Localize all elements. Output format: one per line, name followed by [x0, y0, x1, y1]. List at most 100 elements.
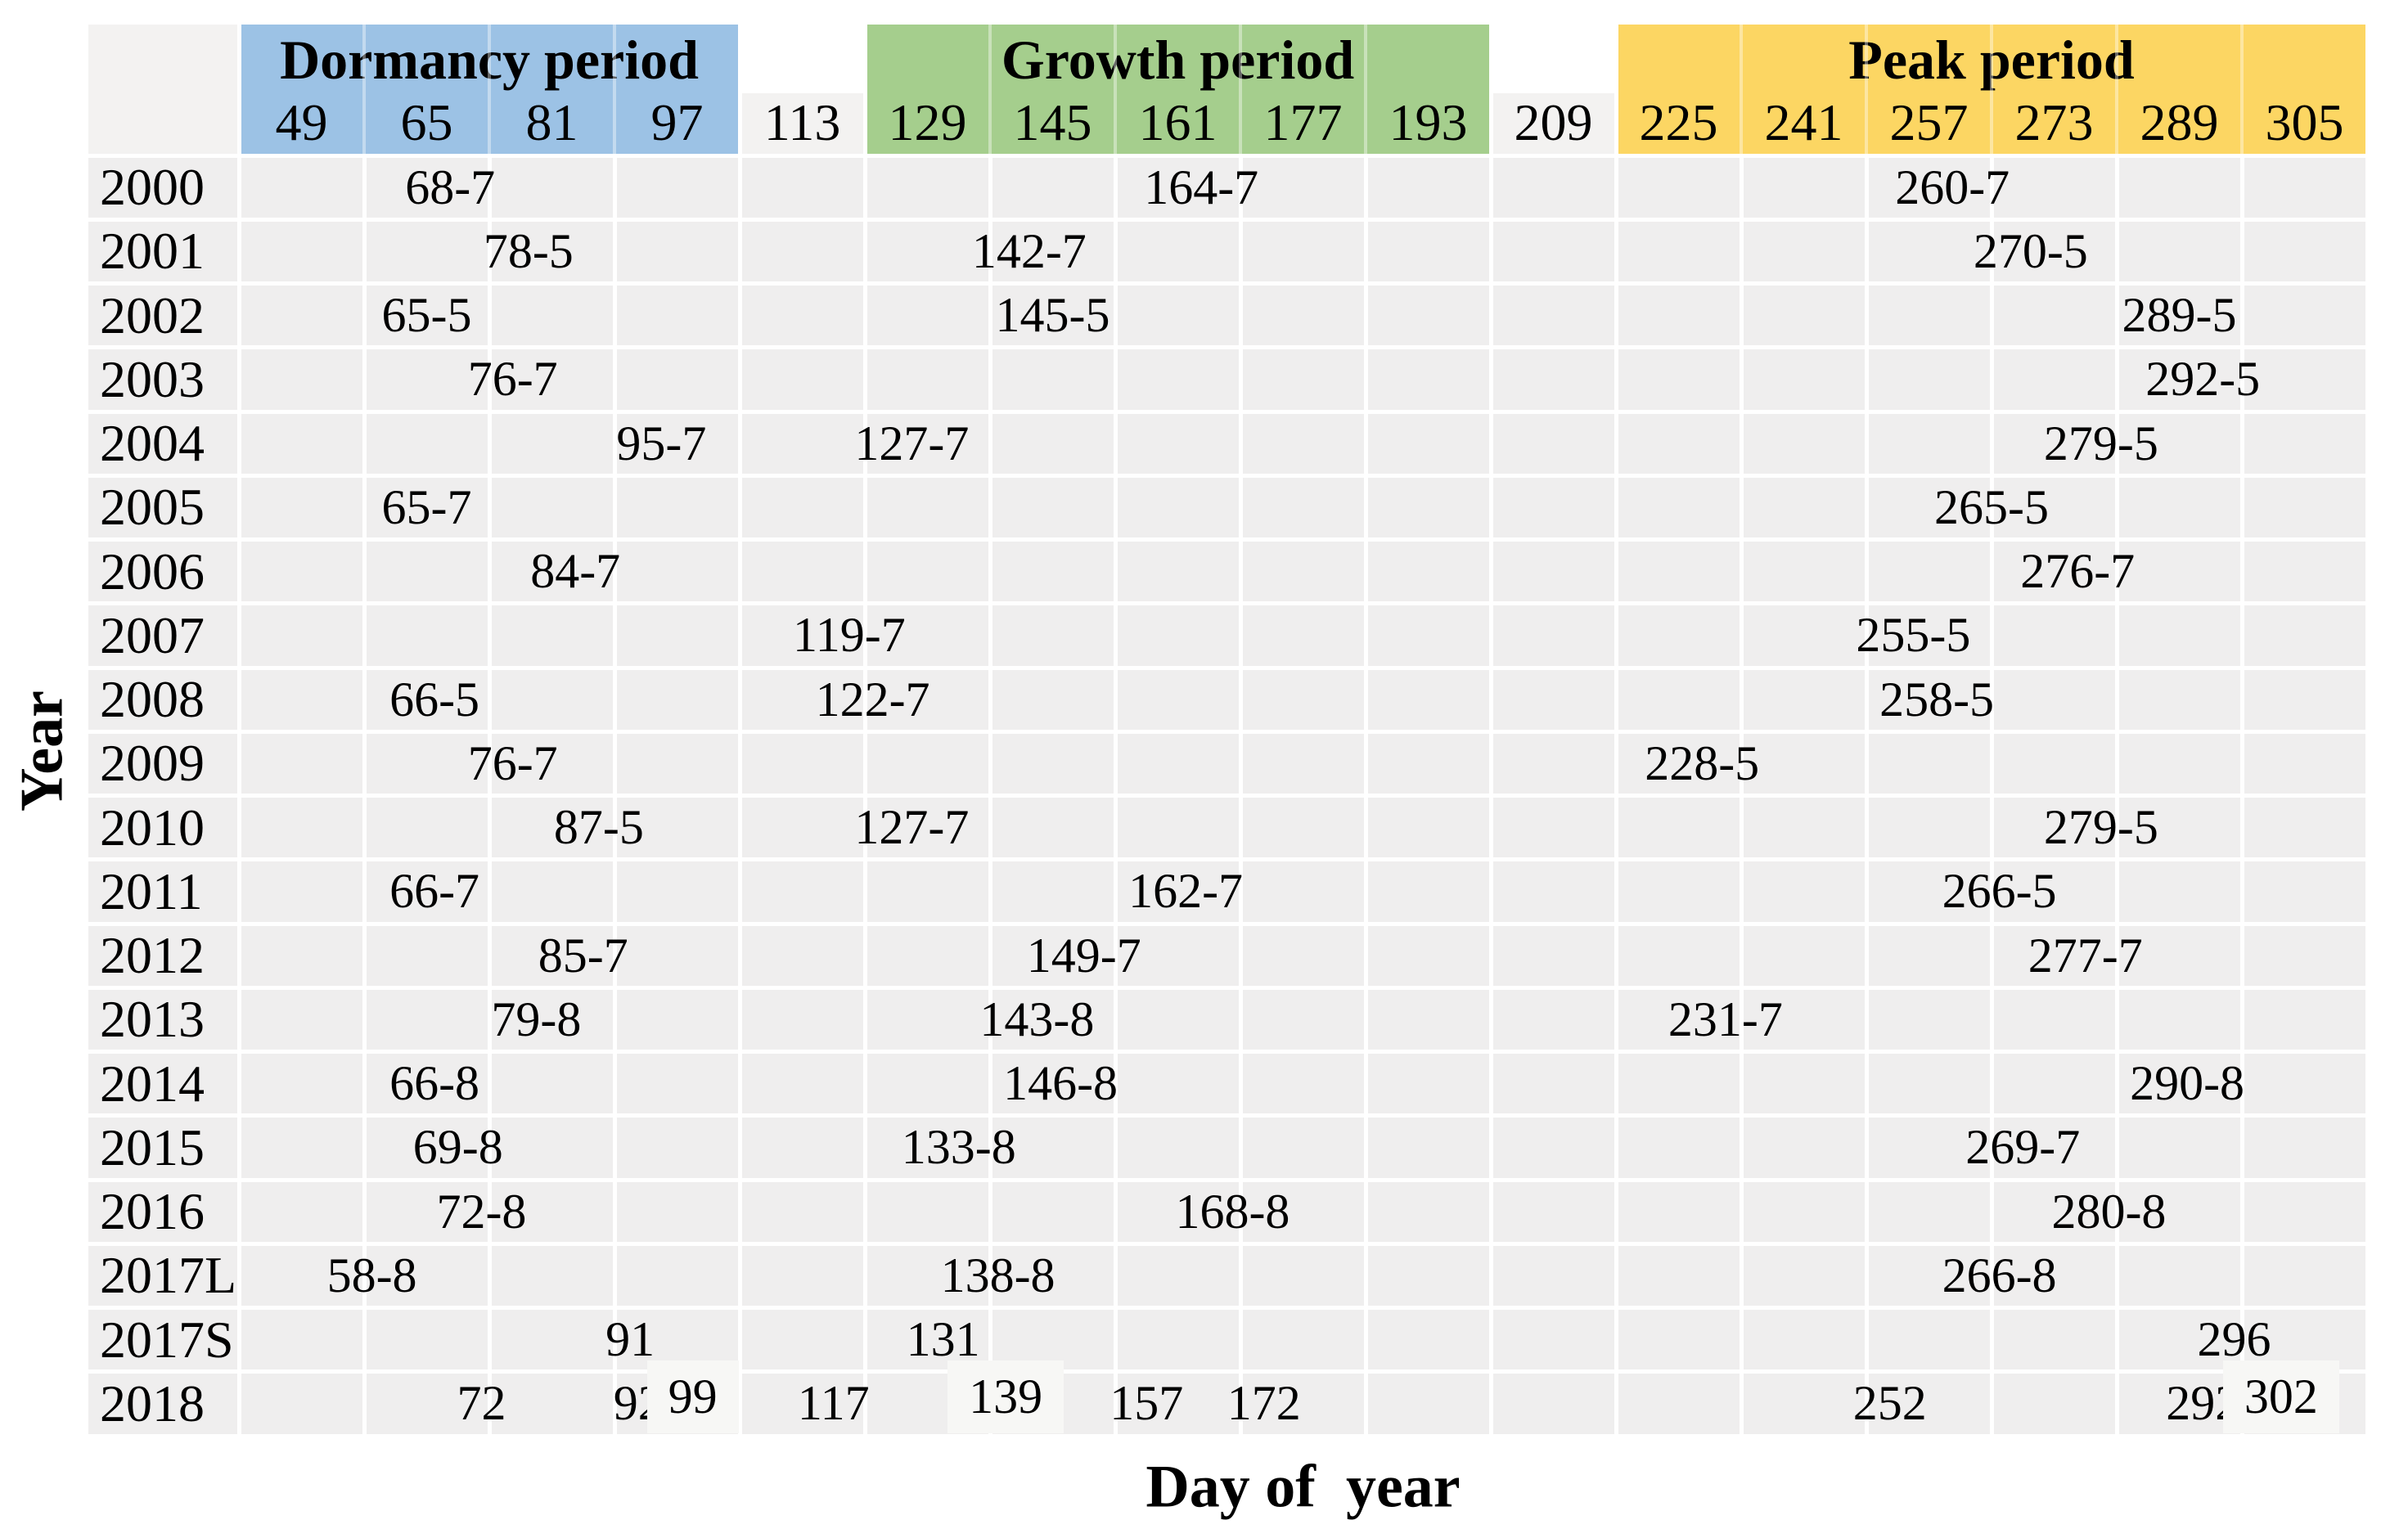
grid-cell: [1367, 542, 1489, 602]
grid-cell: [741, 1181, 863, 1242]
year-label: 2016: [100, 1182, 205, 1241]
grid-cell: [491, 157, 613, 218]
grid-cell: [866, 605, 988, 666]
grid-cell: [1868, 1118, 1990, 1178]
grid-cell: [1492, 1310, 1614, 1370]
grid-cell: [491, 1118, 613, 1178]
grid-cell: [1117, 861, 1239, 922]
grid-cell: [2118, 413, 2240, 474]
grid-cell: [2118, 989, 2240, 1050]
observation-label: 95-7: [616, 416, 707, 470]
year-label: 2011: [100, 861, 203, 920]
observation-label: 99: [646, 1360, 739, 1433]
grid-cell: [616, 1245, 738, 1306]
grid-cell: [2244, 1245, 2365, 1306]
grid-cell: [866, 413, 988, 474]
grid-cell: [1868, 477, 1990, 537]
grid-cell: [1868, 861, 1990, 922]
grid-cell: [1868, 798, 1990, 858]
day-column-header: 177: [1263, 93, 1343, 151]
grid-cell: [366, 1374, 488, 1434]
y-axis-label: Year: [8, 690, 76, 812]
grid-cell: [1367, 1310, 1489, 1370]
grid-cell: [616, 798, 738, 858]
grid-cell: [1117, 413, 1239, 474]
year-label-cell: 2016: [88, 1181, 237, 1242]
grid-cell: [1743, 989, 1865, 1050]
row-observations: 79-8 143-8 231-7: [239, 990, 2367, 1050]
grid-cell: [1117, 349, 1239, 410]
grid-cell: [1492, 1374, 1614, 1434]
grid-cell: [241, 349, 362, 410]
year-label-cell: 2018: [88, 1374, 237, 1434]
period-band-label: Peak period: [1848, 29, 2135, 91]
period-band-column-separator: [1865, 25, 1868, 154]
day-column-header: 81: [525, 93, 578, 151]
grid-cell: [491, 989, 613, 1050]
grid-cell: [1743, 542, 1865, 602]
grid-cell: [1993, 1054, 2115, 1114]
grid-cell: [1993, 798, 2115, 858]
row-observations: 87-5 127-7 279-5: [239, 798, 2367, 857]
grid-cell: [616, 733, 738, 794]
year-label-cell: 2010: [88, 798, 237, 858]
row-observations: 66-5 122-7 258-5: [239, 670, 2367, 730]
day-column-header: 289: [2140, 93, 2219, 151]
grid-cell: [2118, 1374, 2240, 1434]
day-column-header: 161: [1138, 93, 1218, 151]
observation-label: 231-7: [1668, 992, 1783, 1046]
period-band-label: Dormancy period: [280, 29, 699, 91]
observation-label: 146-8: [1003, 1056, 1118, 1111]
row-observations: 65-7 265-5: [239, 478, 2367, 537]
grid-cell: [1993, 221, 2115, 281]
period-band-column-separator: [362, 25, 366, 154]
grid-cell: [1618, 605, 1740, 666]
grid-cell: [2118, 1054, 2240, 1114]
grid-cell: [1492, 669, 1614, 730]
grid-cell: [1242, 798, 1364, 858]
grid-cell: [1117, 1118, 1239, 1178]
grid-cell: [616, 157, 738, 218]
observation-label: 142-7: [971, 223, 1087, 278]
grid-cell: [241, 1181, 362, 1242]
grid-cell: [1618, 861, 1740, 922]
observation-label: 65-5: [381, 288, 472, 343]
grid-cell: [2118, 1118, 2240, 1178]
year-label: 2006: [100, 542, 205, 600]
grid-cell: [741, 861, 863, 922]
grid-cell: [491, 1310, 613, 1370]
grid-cell: [1743, 1310, 1865, 1370]
grid-cell: [1618, 733, 1740, 794]
grid-cell: [1242, 221, 1364, 281]
row-observations: 91 131 296: [239, 1310, 2367, 1369]
grid-cell: [2118, 221, 2240, 281]
observation-label: 127-7: [854, 416, 970, 470]
year-label: 2010: [100, 798, 205, 857]
grid-cell: [1618, 349, 1740, 410]
grid-cell: [741, 925, 863, 986]
grid-cell: [741, 477, 863, 537]
year-label: 2017L: [100, 1246, 237, 1305]
grid-cell: [2118, 925, 2240, 986]
row-observations: 119-7 255-5: [239, 605, 2367, 665]
grid-cell: [1367, 1374, 1489, 1434]
grid-cell: [1618, 925, 1740, 986]
grid-cell: [2244, 1054, 2365, 1114]
observation-label: 157: [1109, 1376, 1184, 1431]
grid-cell: [616, 861, 738, 922]
observation-label: 66-7: [389, 864, 480, 919]
grid-cell: [2244, 286, 2365, 346]
grid-cell: [866, 221, 988, 281]
grid-cell: [992, 861, 1114, 922]
observation-label: 91: [605, 1312, 655, 1367]
day-column-header: 145: [1013, 93, 1092, 151]
grid-cell: [366, 669, 488, 730]
day-column-header: 257: [1889, 93, 1969, 151]
grid-cell: [1618, 477, 1740, 537]
observation-label: 277-7: [2028, 928, 2143, 983]
period-band-column-separator: [2240, 25, 2244, 154]
year-label: 2002: [100, 286, 205, 344]
header-gray-cell: [1492, 93, 1614, 154]
grid-cell: [491, 605, 613, 666]
grid-cell: [1868, 542, 1990, 602]
